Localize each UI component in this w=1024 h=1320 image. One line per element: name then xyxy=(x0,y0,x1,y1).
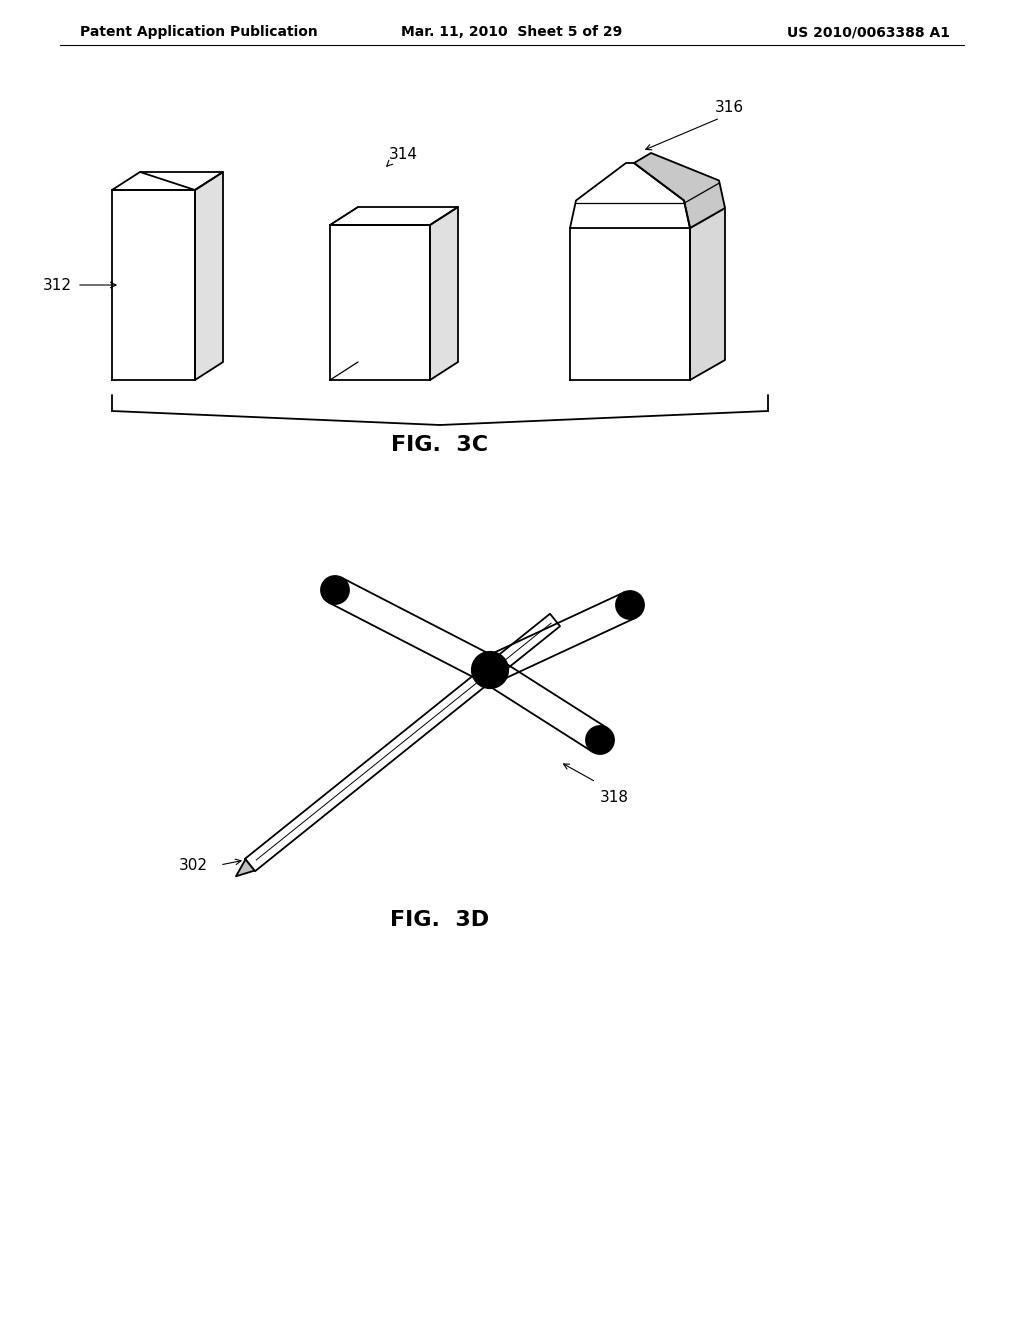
Circle shape xyxy=(472,652,508,688)
Text: 302: 302 xyxy=(179,858,208,873)
Polygon shape xyxy=(570,162,690,228)
Text: FIG.  3C: FIG. 3C xyxy=(391,436,488,455)
Circle shape xyxy=(321,576,349,605)
Polygon shape xyxy=(245,614,560,871)
Circle shape xyxy=(586,726,614,754)
Text: FIG.  3D: FIG. 3D xyxy=(390,909,489,931)
Polygon shape xyxy=(329,578,497,682)
Polygon shape xyxy=(330,224,430,380)
Polygon shape xyxy=(236,859,255,876)
Text: Mar. 11, 2010  Sheet 5 of 29: Mar. 11, 2010 Sheet 5 of 29 xyxy=(401,25,623,40)
Text: Patent Application Publication: Patent Application Publication xyxy=(80,25,317,40)
Polygon shape xyxy=(482,659,607,752)
Text: 312: 312 xyxy=(43,277,72,293)
Circle shape xyxy=(616,591,644,619)
Text: 318: 318 xyxy=(600,789,629,805)
Polygon shape xyxy=(112,190,195,380)
Polygon shape xyxy=(570,209,725,228)
Text: US 2010/0063388 A1: US 2010/0063388 A1 xyxy=(787,25,950,40)
Text: 314: 314 xyxy=(389,147,418,162)
Polygon shape xyxy=(330,207,458,224)
Polygon shape xyxy=(484,593,636,682)
Polygon shape xyxy=(112,172,223,190)
Polygon shape xyxy=(634,153,725,228)
Polygon shape xyxy=(690,209,725,380)
Polygon shape xyxy=(570,228,690,380)
Text: 316: 316 xyxy=(715,100,744,115)
Polygon shape xyxy=(430,207,458,380)
Polygon shape xyxy=(195,172,223,380)
